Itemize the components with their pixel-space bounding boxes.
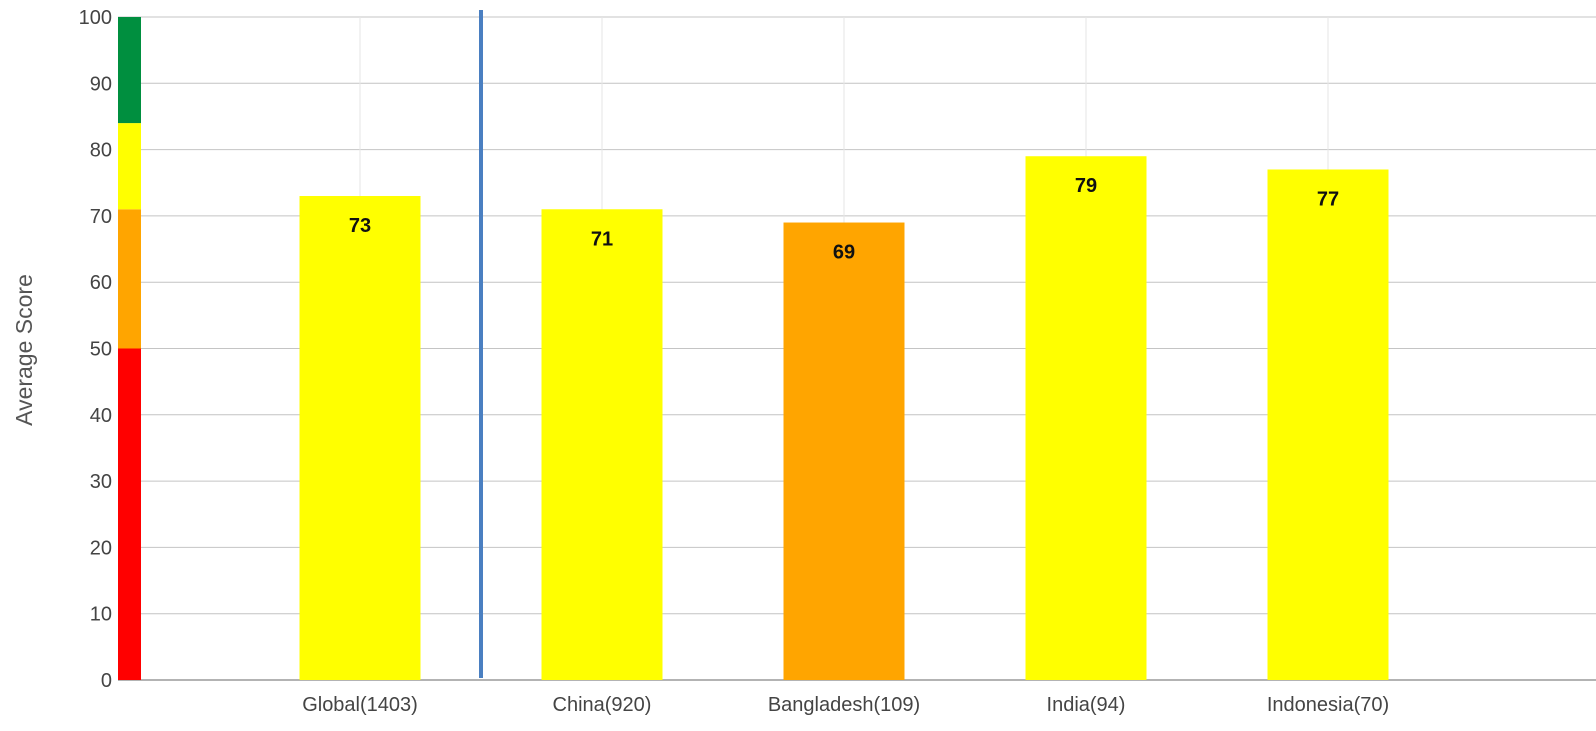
bars bbox=[299, 156, 1389, 681]
data-labels: 73 71 69 79 77 bbox=[349, 175, 1339, 263]
score-band-84-100 bbox=[118, 17, 141, 124]
x-tick-label: China(920) bbox=[553, 694, 652, 716]
y-tick-labels: 0 10 20 30 40 50 60 70 80 90 100 bbox=[79, 7, 112, 692]
x-tick-label: Indonesia(70) bbox=[1267, 694, 1389, 716]
y-tick-label: 0 bbox=[101, 670, 112, 692]
y-tick-label: 100 bbox=[79, 7, 112, 29]
bar-3 bbox=[1025, 156, 1147, 681]
data-label: 77 bbox=[1317, 188, 1339, 210]
x-tick-label: Global(1403) bbox=[302, 694, 418, 716]
y-tick-label: 40 bbox=[90, 405, 112, 427]
bar-4 bbox=[1267, 169, 1389, 681]
data-label: 69 bbox=[833, 242, 855, 264]
y-tick-label: 70 bbox=[90, 206, 112, 228]
score-band-strip bbox=[118, 17, 141, 680]
y-tick-label: 60 bbox=[90, 272, 112, 294]
y-tick-label: 50 bbox=[90, 339, 112, 361]
bar-1 bbox=[541, 209, 663, 680]
y-tick-label: 20 bbox=[90, 537, 112, 559]
x-tick-label: Bangladesh(109) bbox=[768, 694, 920, 716]
bar-2 bbox=[783, 222, 905, 680]
data-label: 71 bbox=[591, 228, 613, 250]
data-label: 79 bbox=[1075, 175, 1097, 197]
y-tick-label: 90 bbox=[90, 73, 112, 95]
x-tick-label: India(94) bbox=[1047, 694, 1126, 716]
bar-0 bbox=[299, 196, 421, 680]
y-tick-label: 80 bbox=[90, 140, 112, 162]
y-axis-title: Average Score bbox=[11, 274, 37, 426]
data-label: 73 bbox=[349, 215, 371, 237]
x-tick-labels: Global(1403) China(920) Bangladesh(109) Ind… bbox=[302, 694, 1389, 716]
y-tick-label: 30 bbox=[90, 471, 112, 493]
score-band-0-50 bbox=[118, 348, 141, 680]
y-tick-label: 10 bbox=[90, 604, 112, 626]
score-band-71-84 bbox=[118, 123, 141, 210]
score-band-50-71 bbox=[118, 209, 141, 349]
